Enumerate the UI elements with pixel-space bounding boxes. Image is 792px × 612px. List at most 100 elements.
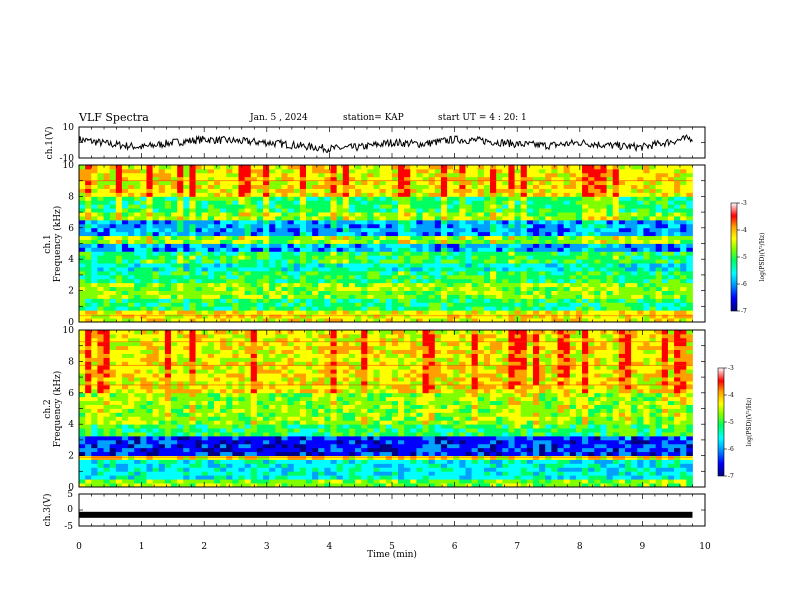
spectrogram-cell — [440, 168, 448, 174]
spectrogram-cell — [410, 282, 417, 288]
spectrogram-cell — [97, 463, 104, 468]
spectrogram-cell — [459, 270, 466, 276]
spectrogram-cell — [281, 247, 288, 252]
spectrogram-cell — [508, 278, 515, 284]
spectrogram-cell — [281, 216, 288, 221]
spectrogram-cell — [226, 219, 233, 225]
spectrogram-cell — [152, 227, 160, 233]
spectrogram-cell — [563, 243, 571, 248]
spectrogram-cell — [91, 420, 98, 425]
spectrogram-cell — [471, 263, 479, 268]
spectrogram-cell — [134, 318, 141, 323]
spectrogram-cell — [293, 239, 301, 244]
spectrogram-cell — [201, 286, 209, 292]
spectrogram-cell — [140, 384, 147, 390]
ch1-ytick-top: 10 — [63, 123, 75, 133]
spectrogram-cell — [85, 353, 92, 358]
spectrogram-cell — [385, 192, 393, 197]
spectrogram-cell — [539, 282, 546, 288]
spectrogram-cell — [391, 231, 399, 237]
spectrogram-cell — [618, 314, 626, 319]
spectrogram-cell — [496, 294, 503, 299]
spectrogram-cell — [447, 188, 454, 193]
spectrogram-cell — [232, 223, 239, 229]
spectrogram-cell — [324, 180, 331, 186]
spectrogram-cell — [79, 247, 86, 252]
spectrogram-cell — [447, 176, 454, 182]
spectrogram-cell — [569, 227, 577, 233]
spectrogram-cell — [140, 369, 147, 374]
spectrogram-cell — [440, 314, 448, 319]
spectrogram-cell — [502, 204, 509, 209]
spectrogram-cell — [201, 274, 209, 280]
spectrogram-cell — [146, 247, 154, 252]
spectrogram-cell — [600, 255, 607, 260]
spectrogram-cell — [532, 263, 540, 268]
spectrogram-cell — [238, 200, 246, 205]
spectrogram-cell — [164, 373, 172, 378]
spectrogram-cell — [532, 196, 540, 201]
spectrogram-cell — [379, 286, 387, 292]
spectrogram-cell — [128, 483, 135, 488]
spectrogram-cell — [305, 180, 313, 186]
spectrogram-cell — [103, 184, 111, 189]
spectrogram-cell — [244, 263, 252, 268]
spectrogram-cell — [655, 184, 663, 189]
spectrogram-cell — [655, 294, 663, 299]
spectrogram-cell — [569, 216, 577, 221]
spectrogram-cell — [85, 404, 92, 409]
spectrogram-cell — [213, 306, 221, 311]
spectrogram-cell — [637, 239, 644, 244]
spectrogram-cell — [287, 298, 295, 303]
spectrogram-cell — [134, 239, 141, 244]
spectrogram-cell — [134, 479, 141, 484]
spectrogram-cell — [336, 278, 344, 284]
spectrogram-cell — [532, 184, 540, 189]
spectrogram-cell — [391, 204, 399, 209]
colorbar-tick-label: -3 — [741, 200, 747, 207]
spectrogram-cell — [226, 196, 233, 201]
spectrogram-cell — [582, 188, 589, 193]
spectrogram-cell — [459, 212, 466, 217]
spectrogram-cell — [207, 274, 215, 280]
spectrogram-cell — [667, 274, 675, 280]
spectrogram-cell — [667, 318, 675, 323]
spectrogram-cell — [115, 443, 123, 449]
spectrogram-cell — [453, 259, 460, 264]
spectrogram-cell — [140, 239, 147, 244]
spectrogram-cell — [91, 219, 98, 225]
spectrogram-cell — [183, 216, 190, 221]
spectrogram-cell — [398, 200, 405, 205]
spectrogram-cell — [293, 263, 301, 268]
spectrogram-cell — [471, 188, 479, 193]
spectrogram-cell — [79, 392, 86, 398]
spectrogram-cell — [612, 259, 620, 264]
spectrogram-cell — [281, 176, 288, 182]
spectrogram-cell — [146, 369, 154, 374]
spectrogram-cell — [213, 314, 221, 319]
spectrogram-cell — [318, 165, 325, 170]
spectrogram-cell — [674, 302, 681, 307]
spectrogram-cell — [128, 475, 135, 480]
spectrogram-cell — [189, 475, 196, 480]
spectrogram-cell — [299, 318, 307, 323]
spectrogram-cell — [177, 231, 184, 237]
date-label: Jan. 5 , 2024 — [250, 113, 308, 123]
spectrogram-cell — [447, 180, 454, 186]
spectrogram-cell — [398, 286, 405, 292]
spectrogram-cell — [674, 310, 681, 315]
spectrogram-cell — [330, 286, 338, 292]
spectrogram-cell — [649, 200, 657, 205]
spectrogram-cell — [281, 204, 288, 209]
spectrogram-cell — [299, 180, 307, 186]
spectrogram-cell — [177, 294, 184, 299]
spectrogram-cell — [140, 483, 147, 488]
spectrogram-cell — [171, 428, 178, 433]
spectrogram-cell — [91, 365, 98, 370]
spectrogram-cell — [575, 204, 583, 209]
spectrogram-cell — [600, 274, 607, 280]
spectrogram-cell — [361, 318, 368, 323]
spectrogram-cell — [164, 184, 172, 189]
spectrogram-cell — [643, 302, 650, 307]
spectrogram-cell — [269, 204, 276, 209]
